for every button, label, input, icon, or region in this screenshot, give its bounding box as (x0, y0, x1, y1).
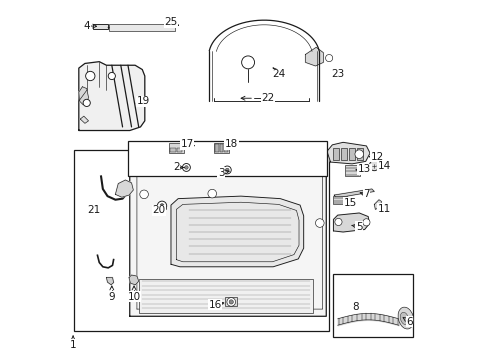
Text: 4: 4 (83, 21, 90, 31)
Text: 2: 2 (173, 162, 179, 172)
Circle shape (241, 56, 254, 69)
Circle shape (182, 163, 190, 171)
Polygon shape (373, 200, 381, 210)
Circle shape (226, 298, 235, 306)
Bar (348, 148, 354, 160)
Polygon shape (333, 213, 368, 232)
Circle shape (83, 99, 90, 107)
Text: 11: 11 (377, 204, 390, 214)
Circle shape (325, 54, 332, 62)
Ellipse shape (397, 307, 413, 329)
Circle shape (228, 300, 233, 304)
Polygon shape (106, 278, 113, 285)
Bar (224, 297, 237, 306)
Bar (139, 279, 312, 313)
Text: 25: 25 (164, 17, 177, 27)
Bar (176, 148, 182, 152)
Polygon shape (129, 275, 139, 285)
Bar (341, 148, 346, 160)
Bar (215, 144, 218, 152)
Bar (356, 148, 362, 160)
Text: 21: 21 (87, 206, 101, 216)
Text: 24: 24 (271, 69, 285, 79)
Text: 10: 10 (127, 292, 141, 302)
Circle shape (85, 71, 95, 81)
Polygon shape (305, 47, 323, 66)
Circle shape (225, 168, 228, 172)
Polygon shape (80, 116, 88, 123)
Bar (344, 165, 359, 176)
Circle shape (223, 166, 231, 174)
Text: 20: 20 (152, 206, 165, 216)
Bar (333, 274, 412, 337)
Text: 16: 16 (208, 300, 221, 310)
Polygon shape (326, 142, 369, 164)
Bar (219, 144, 223, 152)
Bar (224, 144, 227, 152)
Circle shape (207, 189, 216, 198)
Circle shape (315, 219, 324, 227)
Bar (109, 24, 175, 31)
Text: 3: 3 (218, 168, 224, 178)
Bar (170, 148, 175, 152)
Circle shape (140, 190, 148, 199)
Text: 22: 22 (261, 93, 274, 103)
Circle shape (157, 201, 166, 211)
Text: 23: 23 (330, 69, 344, 79)
Bar (128, 140, 326, 176)
Text: 17: 17 (180, 139, 193, 149)
Bar (333, 148, 339, 160)
Text: 12: 12 (370, 152, 383, 162)
Bar (93, 24, 107, 30)
Text: 6: 6 (406, 317, 412, 327)
Circle shape (334, 219, 341, 226)
Text: 19: 19 (137, 96, 150, 106)
Circle shape (354, 150, 363, 158)
Polygon shape (115, 180, 133, 197)
Bar (169, 143, 183, 153)
Polygon shape (79, 87, 88, 105)
Bar (74, 149, 328, 330)
Circle shape (160, 204, 164, 208)
Text: 13: 13 (357, 164, 370, 174)
Text: 14: 14 (377, 161, 390, 171)
Polygon shape (171, 196, 303, 267)
Text: 5: 5 (355, 222, 362, 231)
Circle shape (362, 219, 369, 226)
Text: 18: 18 (224, 139, 238, 149)
Text: 9: 9 (108, 292, 115, 302)
Text: 7: 7 (363, 189, 369, 199)
Circle shape (184, 166, 188, 169)
Text: 8: 8 (352, 302, 358, 312)
Bar (214, 143, 228, 153)
Circle shape (108, 72, 115, 80)
Circle shape (368, 161, 379, 171)
Polygon shape (129, 148, 325, 316)
Bar (333, 197, 346, 204)
Text: 15: 15 (343, 198, 356, 208)
Polygon shape (79, 62, 144, 131)
Text: 1: 1 (70, 340, 76, 350)
Ellipse shape (400, 312, 408, 325)
Polygon shape (333, 189, 373, 198)
